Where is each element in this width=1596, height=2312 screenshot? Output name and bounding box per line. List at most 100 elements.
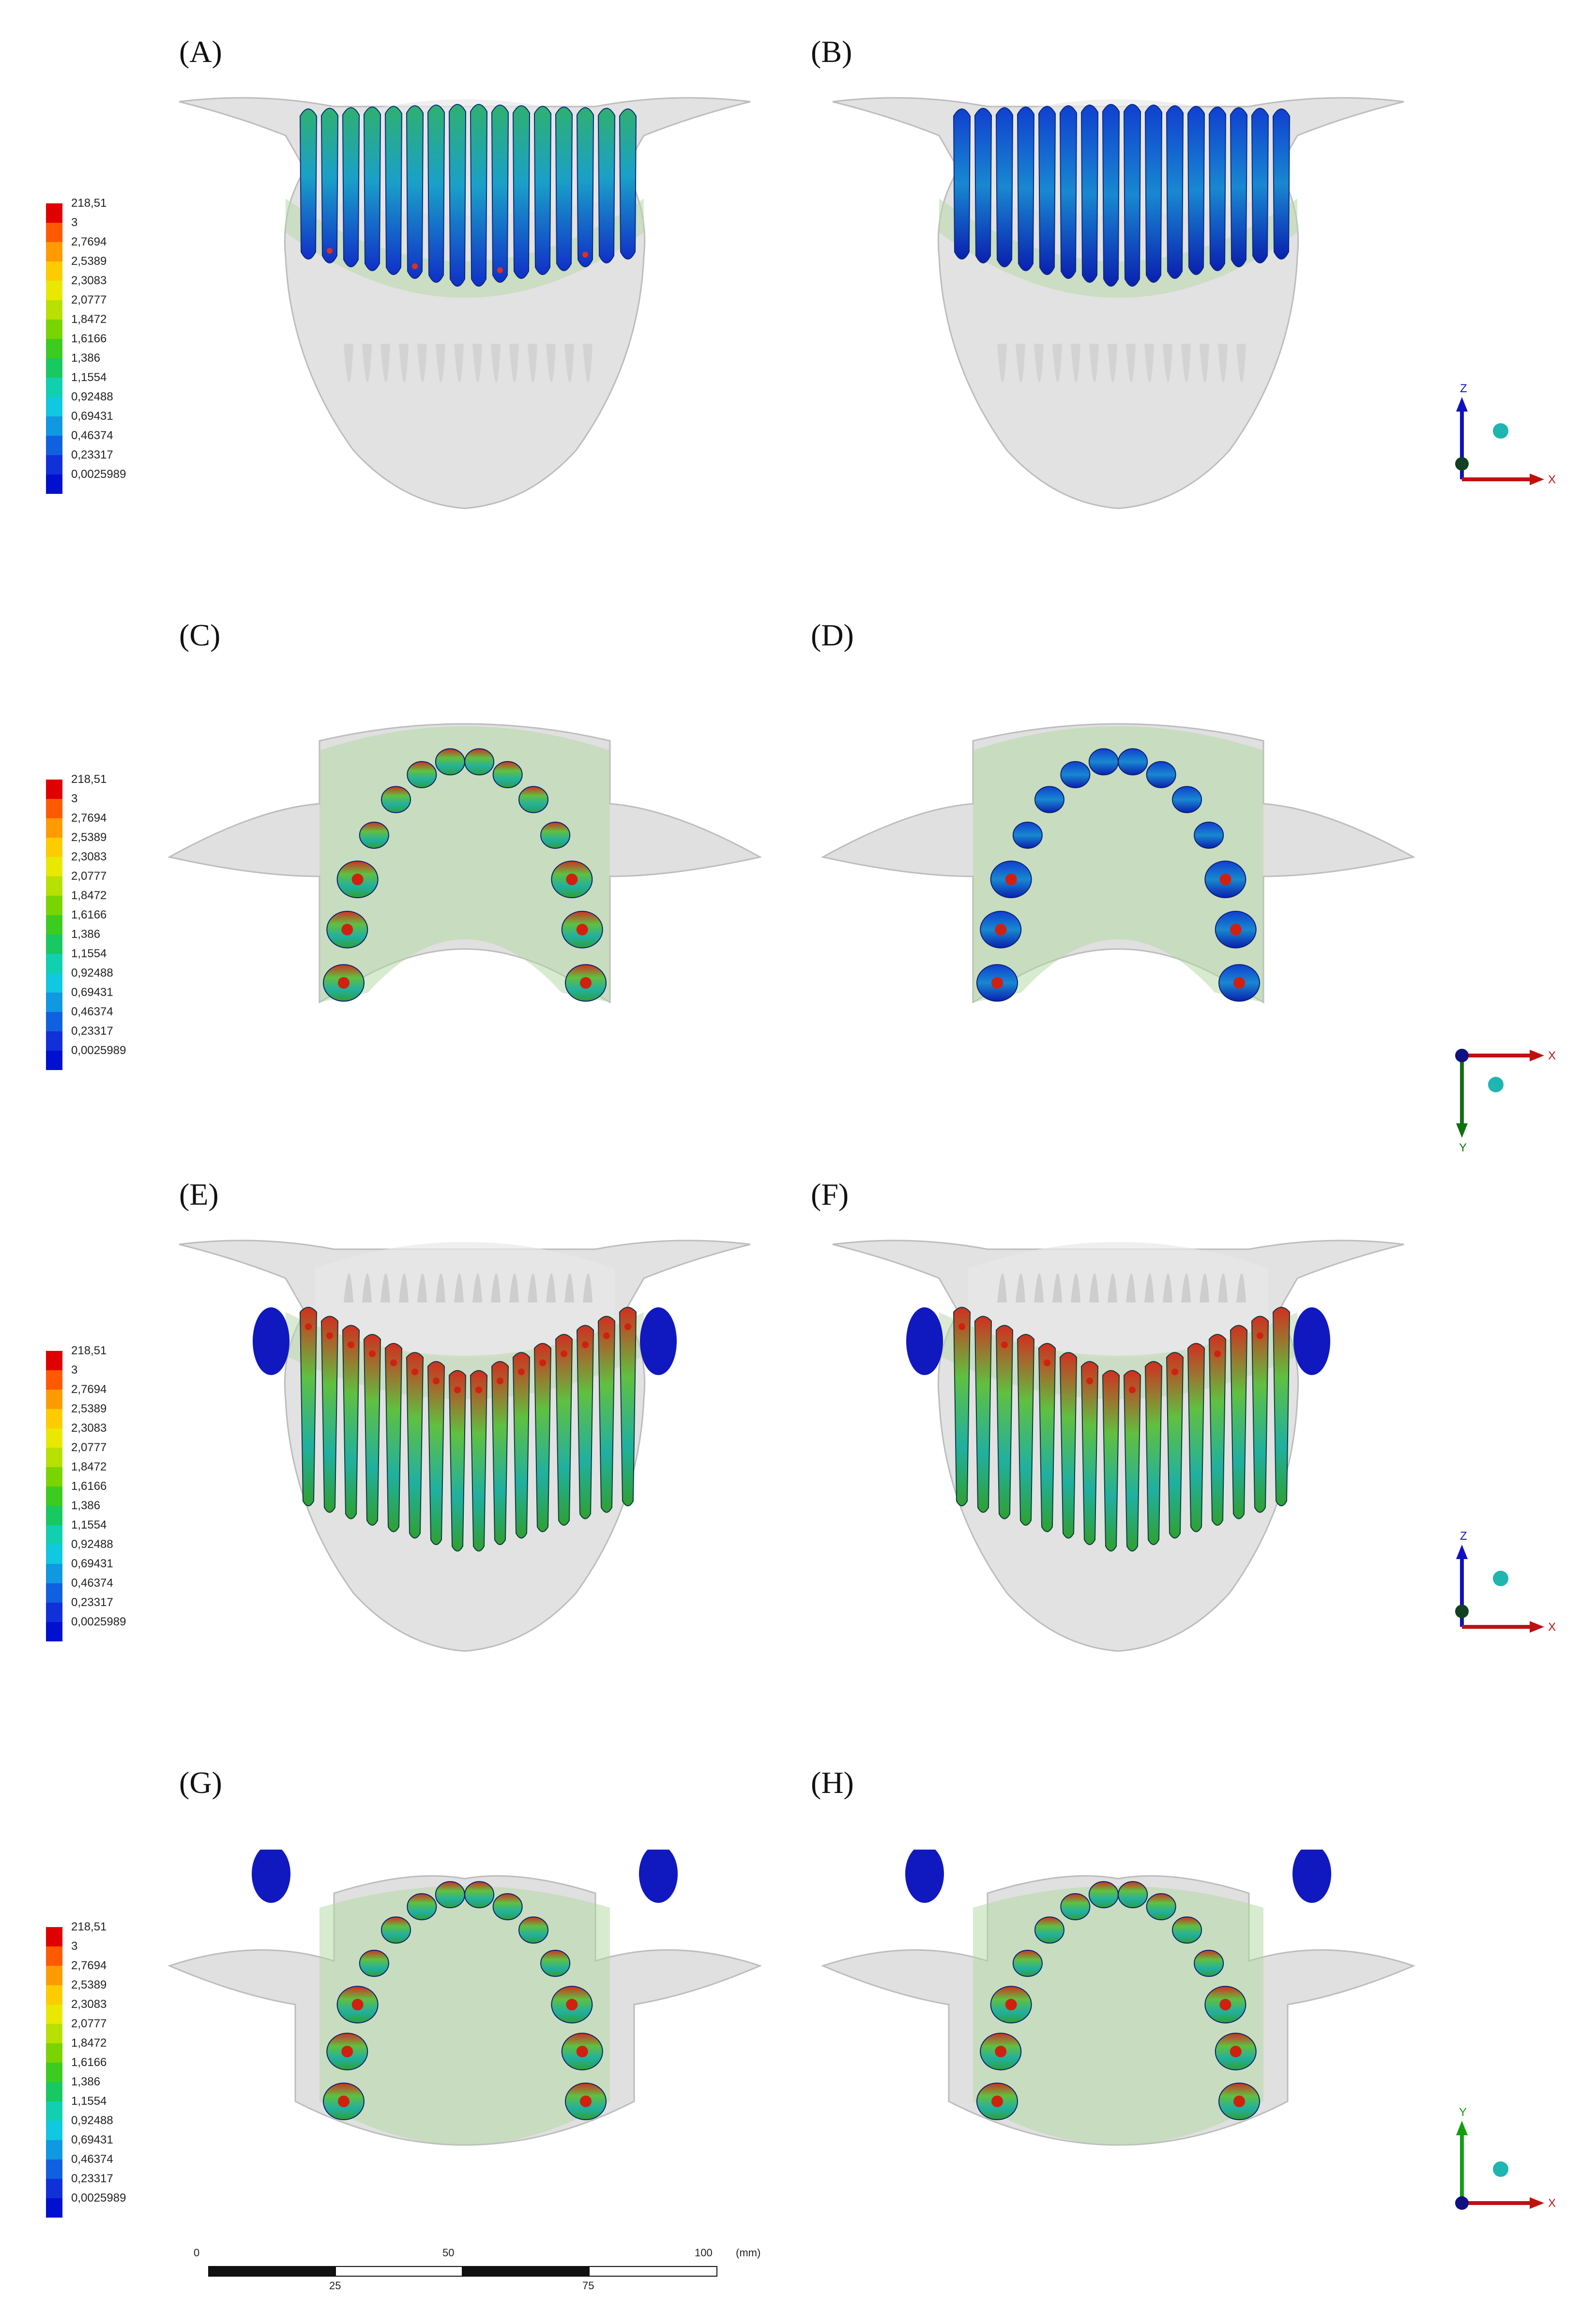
upper-tooth xyxy=(1080,105,1099,283)
view-d-occlusal-maxilla xyxy=(821,723,1416,1004)
legend-value: 3 xyxy=(71,216,78,229)
legend-swatch xyxy=(46,281,62,300)
upper-tooth-ghost xyxy=(564,1273,574,1302)
legend-value: 1,1554 xyxy=(71,371,107,384)
lower-tooth xyxy=(406,1352,424,1539)
lower-tooth xyxy=(491,1361,509,1545)
panel-label-d: (D) xyxy=(811,618,854,652)
upper-tooth xyxy=(1208,107,1227,271)
legend-swatch xyxy=(46,896,62,915)
tooth-crown xyxy=(492,1893,523,1920)
aligner-shell xyxy=(939,199,1297,298)
lower-tooth xyxy=(512,1352,531,1539)
legend-swatch xyxy=(46,818,62,838)
molar-right xyxy=(640,1307,677,1375)
legend-swatch xyxy=(46,2179,62,2198)
legend-value: 1,8472 xyxy=(71,313,107,326)
stress-spot xyxy=(518,1368,525,1376)
legend-value: 2,7694 xyxy=(71,1383,107,1396)
lower-tooth xyxy=(1251,1316,1269,1513)
legend-value: 218,51 xyxy=(71,1920,107,1933)
legend-swatch xyxy=(46,1564,62,1583)
molar-right xyxy=(1293,1307,1330,1375)
panel-label-c: (C) xyxy=(179,618,221,652)
stress-spot xyxy=(1086,1378,1093,1384)
lower-tooth-ghost xyxy=(380,344,390,383)
view-b-frontal-maxilla xyxy=(832,97,1404,509)
scale-segment-4 xyxy=(589,2266,717,2277)
legend-swatch xyxy=(46,2159,62,2179)
legend-value: 218,51 xyxy=(71,197,107,210)
stress-spot xyxy=(341,923,353,935)
scale-bar: 0 50 100 (mm) 25 75 xyxy=(194,2247,775,2305)
stress-spot xyxy=(326,1332,333,1339)
legend-value: 0,23317 xyxy=(71,448,113,461)
legend-swatch xyxy=(46,300,62,320)
tooth-crown xyxy=(1118,1881,1148,1909)
upper-tooth xyxy=(953,108,971,260)
lower-tooth-ghost xyxy=(1089,344,1099,383)
upper-tooth-ghost xyxy=(491,1273,501,1302)
lower-tooth xyxy=(1038,1343,1056,1532)
legend-value: 218,51 xyxy=(71,1344,107,1357)
lower-tooth-ghost xyxy=(997,344,1007,383)
legend-value: 1,386 xyxy=(71,2075,101,2088)
stress-spot xyxy=(348,1341,354,1348)
upper-tooth-ghost xyxy=(380,1273,390,1302)
lower-tooth xyxy=(363,1334,381,1526)
legend-value: 0,0025989 xyxy=(71,1615,126,1628)
legend-swatch xyxy=(46,780,62,799)
lower-tooth xyxy=(974,1316,992,1513)
lower-tooth-ghost xyxy=(509,344,519,383)
legend-swatch xyxy=(46,1946,62,1966)
tooth-crown xyxy=(407,761,437,788)
legend-value: 3 xyxy=(71,1363,78,1377)
aligner-shell xyxy=(973,1886,1263,2145)
stress-spot xyxy=(305,1323,312,1330)
legend-value: 2,3083 xyxy=(71,1422,107,1435)
stress-spot xyxy=(995,2046,1007,2058)
upper-tooth xyxy=(995,107,1014,267)
stress-spot xyxy=(338,977,350,989)
upper-tooth-ghost xyxy=(362,1273,372,1302)
legend-swatch xyxy=(46,261,62,281)
upper-tooth xyxy=(619,108,637,260)
stress-spot xyxy=(1230,923,1242,935)
lower-tooth-ghost xyxy=(1052,344,1062,383)
upper-tooth-ghost xyxy=(1144,1273,1154,1302)
upper-tooth xyxy=(533,106,552,275)
panel-label-a: (A) xyxy=(179,34,222,69)
legend-swatch xyxy=(46,1051,62,1070)
stress-spot xyxy=(539,1359,546,1366)
upper-tooth xyxy=(1102,104,1120,287)
stress-spot xyxy=(1233,977,1245,989)
stress-spot xyxy=(1230,2046,1242,2058)
panel-label-e: (E) xyxy=(179,1177,219,1211)
lower-tooth-ghost xyxy=(1181,344,1191,383)
tooth-crown xyxy=(1060,1893,1091,1920)
lower-tooth-ghost xyxy=(491,344,501,383)
tooth-crown xyxy=(380,1916,411,1944)
legend-swatch xyxy=(46,1545,62,1564)
legend-swatch xyxy=(46,857,62,876)
legend-swatch xyxy=(46,2043,62,2063)
legend-value: 1,8472 xyxy=(71,889,107,902)
upper-tooth xyxy=(555,107,573,271)
tooth-crown xyxy=(1146,1893,1176,1920)
panel-label-h: (H) xyxy=(811,1765,854,1800)
legend-swatch xyxy=(46,397,62,416)
lower-tooth xyxy=(1230,1325,1248,1519)
axis-triad-frontal-1: Z X xyxy=(1455,382,1556,486)
legend-value: 0,46374 xyxy=(71,429,113,442)
upper-tooth-ghost xyxy=(528,1273,537,1302)
legend-swatch xyxy=(46,934,62,954)
stress-spot xyxy=(497,1378,503,1384)
legend-swatch xyxy=(46,1525,62,1545)
legend-value: 1,386 xyxy=(71,928,101,941)
stress-spot xyxy=(1214,1350,1221,1357)
lower-tooth xyxy=(953,1307,971,1506)
lower-tooth xyxy=(320,1316,339,1513)
lower-tooth-ghost xyxy=(399,344,409,383)
legend-swatch xyxy=(46,1985,62,2005)
legend-swatch xyxy=(46,1428,62,1448)
